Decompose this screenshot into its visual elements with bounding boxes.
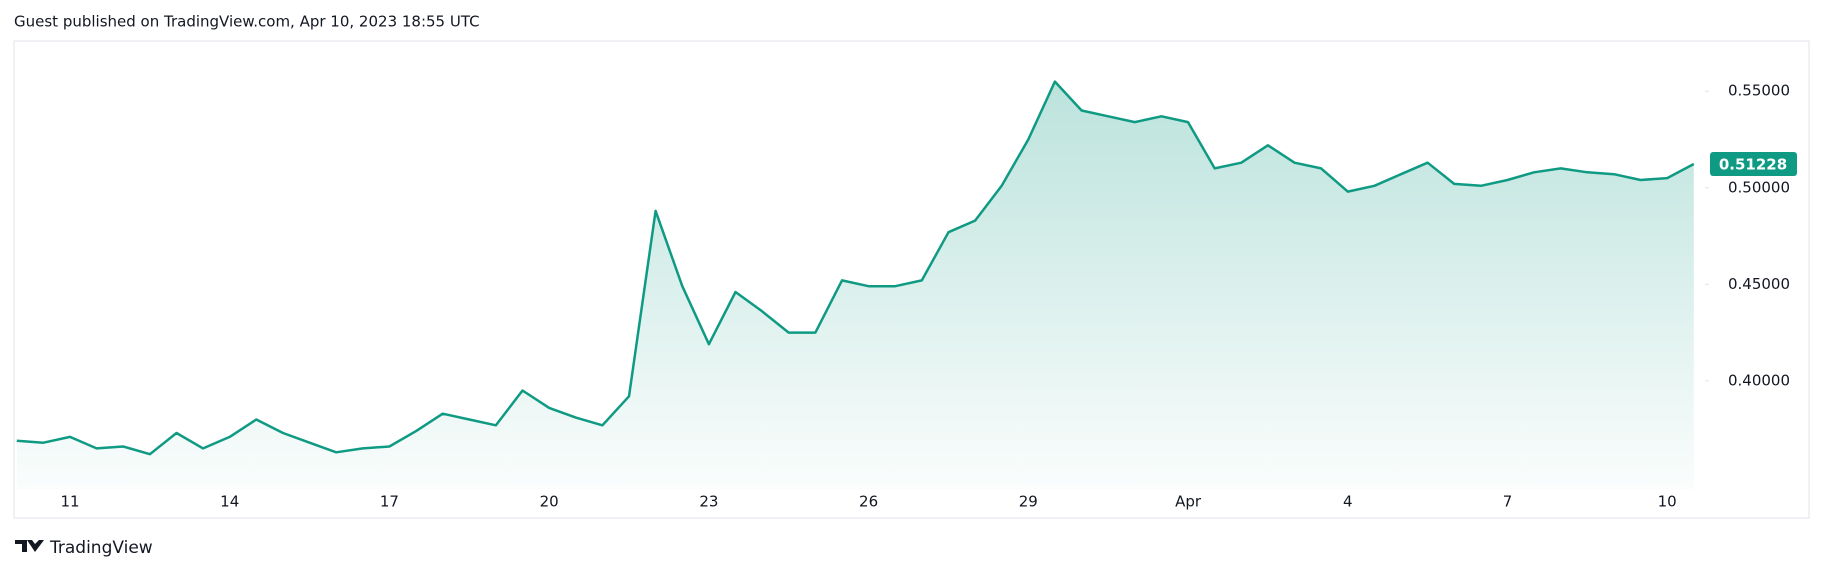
x-tick-label: 17	[380, 493, 399, 511]
x-tick-label: 23	[699, 493, 718, 511]
area-fill	[16, 81, 1694, 489]
chart-title: Guest published on TradingView.com, Apr …	[14, 13, 480, 31]
chart-frame	[13, 40, 1810, 519]
source: TradingView	[49, 538, 153, 558]
last-price-box	[1710, 152, 1797, 177]
x-tick-label: 29	[1019, 493, 1038, 511]
price-line	[16, 80, 1695, 456]
x-tick-label: 14	[220, 493, 239, 511]
x-tick-label: 10	[1658, 493, 1677, 511]
y-tick-label: 0.40000	[1728, 371, 1790, 389]
last-price-label: 0.51228	[1719, 156, 1787, 174]
y-tick-label: 0.55000	[1728, 82, 1790, 100]
y-tick-label: 0.45000	[1728, 275, 1790, 293]
y-tick-label: 0.50000	[1728, 178, 1790, 196]
x-tick-label: 11	[60, 493, 79, 511]
logo-icon	[15, 540, 44, 552]
x-tick-label: Apr	[1175, 493, 1202, 511]
logo	[15, 540, 44, 552]
x-tick-label: 26	[859, 493, 878, 511]
x-tick-label: 20	[540, 493, 559, 511]
x-tick-label: 7	[1503, 493, 1513, 511]
x-tick-label: 4	[1343, 493, 1353, 511]
